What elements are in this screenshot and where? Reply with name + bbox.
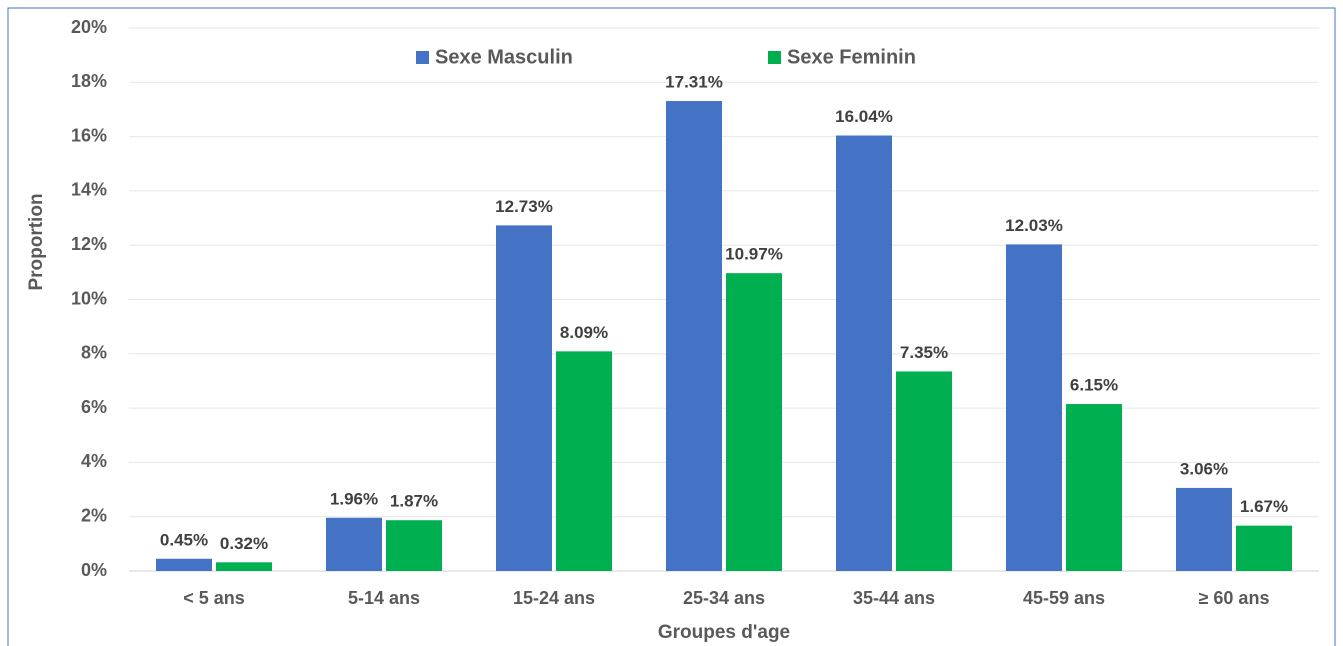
- y-tick-label: 18%: [71, 71, 107, 91]
- data-label: 17.31%: [665, 73, 723, 92]
- data-label: 1.96%: [330, 489, 378, 508]
- x-tick-label: ≥ 60 ans: [1199, 588, 1270, 608]
- bar: [666, 101, 722, 571]
- y-tick-label: 6%: [81, 397, 107, 417]
- y-tick-label: 10%: [71, 288, 107, 308]
- y-tick-label: 12%: [71, 234, 107, 254]
- y-axis-label: Proportion: [26, 193, 47, 290]
- y-tick-label: 0%: [81, 560, 107, 580]
- legend-swatch: [416, 51, 429, 64]
- data-label: 7.35%: [900, 343, 948, 362]
- bar: [496, 225, 552, 571]
- bar: [1006, 244, 1062, 571]
- bar: [216, 562, 272, 571]
- data-label: 16.04%: [835, 107, 893, 126]
- data-label: 8.09%: [560, 323, 608, 342]
- data-label: 3.06%: [1180, 459, 1228, 478]
- legend-label: Sexe Feminin: [787, 46, 916, 68]
- bar: [1236, 525, 1292, 571]
- bar: [556, 351, 612, 571]
- data-label: 1.87%: [390, 492, 438, 511]
- bar: [386, 520, 442, 571]
- x-tick-label: 5-14 ans: [348, 588, 420, 608]
- bar: [896, 371, 952, 571]
- bar: [726, 273, 782, 571]
- y-tick-label: 4%: [81, 451, 107, 471]
- bar: [1066, 404, 1122, 571]
- data-label: 0.32%: [220, 534, 268, 553]
- x-tick-label: 45-59 ans: [1023, 588, 1105, 608]
- y-tick-label: 16%: [71, 125, 107, 145]
- x-tick-label: < 5 ans: [183, 588, 245, 608]
- y-tick-label: 8%: [81, 343, 107, 363]
- data-label: 10.97%: [725, 245, 783, 264]
- data-label: 0.45%: [160, 530, 208, 549]
- data-label: 12.73%: [495, 197, 553, 216]
- y-tick-label: 14%: [71, 180, 107, 200]
- legend-label: Sexe Masculin: [435, 46, 573, 68]
- data-label: 1.67%: [1240, 497, 1288, 516]
- x-axis-label: Groupes d'age: [658, 622, 790, 643]
- x-tick-label: 25-34 ans: [683, 588, 765, 608]
- bar: [836, 135, 892, 571]
- bar: [156, 558, 212, 571]
- y-tick-label: 2%: [81, 505, 107, 525]
- data-label: 12.03%: [1005, 216, 1063, 235]
- bar: [1176, 487, 1232, 571]
- x-tick-label: 15-24 ans: [513, 588, 595, 608]
- bar: [326, 517, 382, 571]
- legend-swatch: [768, 51, 781, 64]
- x-tick-label: 35-44 ans: [853, 588, 935, 608]
- data-label: 6.15%: [1070, 376, 1118, 395]
- y-tick-label: 20%: [71, 17, 107, 37]
